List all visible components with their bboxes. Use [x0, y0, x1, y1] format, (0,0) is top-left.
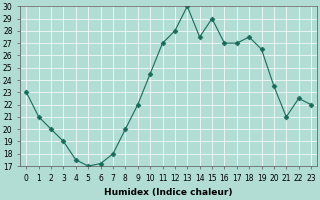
X-axis label: Humidex (Indice chaleur): Humidex (Indice chaleur) — [104, 188, 233, 197]
